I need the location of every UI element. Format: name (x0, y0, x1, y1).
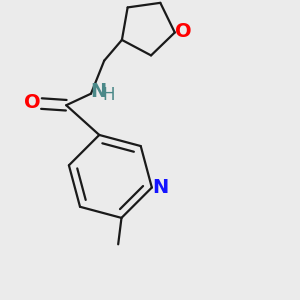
Text: N: N (90, 82, 106, 100)
Text: O: O (175, 22, 191, 41)
Text: H: H (103, 86, 115, 104)
Text: N: N (152, 178, 168, 197)
Text: O: O (24, 93, 40, 112)
